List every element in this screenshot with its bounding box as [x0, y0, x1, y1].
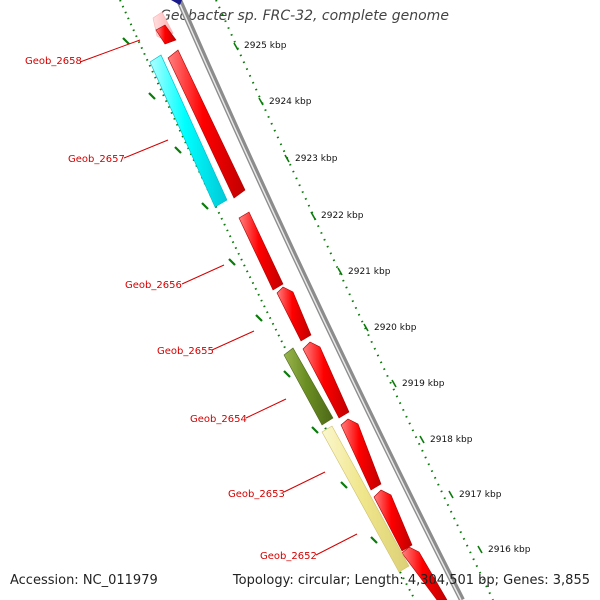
- genome-summary-text: Topology: circular; Length: 4,304,501 bp…: [232, 573, 590, 588]
- gene-olive: [283, 347, 334, 426]
- kbp-label: 2924 kbp: [269, 97, 312, 107]
- kbp-label: 2925 kbp: [244, 41, 287, 51]
- map-title: Geobacter sp. FRC-32, complete genome: [160, 8, 449, 24]
- kbp-tick: [391, 379, 397, 388]
- gene-red-long: [167, 49, 246, 199]
- kbp-label: 2922 kbp: [321, 211, 364, 221]
- kbp-tick: [233, 42, 239, 51]
- kbp-label: 2916 kbp: [488, 545, 531, 555]
- gene-red-low2: [401, 546, 448, 600]
- ruler-dash: [228, 258, 236, 266]
- gene-label-geob-2653: Geob_2653: [228, 489, 285, 500]
- kbp-label: 2918 kbp: [430, 435, 473, 445]
- top-feature-tip: [171, 0, 182, 5]
- gene-red-low1: [373, 489, 413, 552]
- gene-red-mid2: [276, 286, 312, 342]
- kbp-labels: 2925 kbp 2924 kbp 2923 kbp 2922 kbp 2921…: [244, 41, 531, 555]
- leader-line: [315, 533, 358, 556]
- leader-line: [181, 264, 225, 285]
- ruler-dash: [255, 314, 263, 322]
- reverse-genes: [149, 54, 410, 573]
- kbp-label: 2923 kbp: [295, 154, 338, 164]
- kbp-tick: [448, 490, 454, 499]
- inner-ruler-dashes: [122, 37, 378, 544]
- kbp-label: 2920 kbp: [374, 323, 417, 333]
- accession-text: Accession: NC_011979: [10, 573, 158, 588]
- ruler-dash: [122, 37, 130, 45]
- gene-label-geob-2652: Geob_2652: [260, 551, 317, 562]
- ruler-dash: [148, 92, 156, 100]
- ruler-dash: [311, 426, 319, 434]
- kbp-label: 2921 kbp: [348, 267, 391, 277]
- leader-line: [283, 471, 326, 493]
- forward-genes: [152, 11, 448, 600]
- label-leaders: [79, 39, 358, 556]
- ruler-dash: [370, 536, 378, 544]
- leader-line: [211, 330, 255, 351]
- outer-tick-ruler: [215, 0, 494, 600]
- kbp-tick: [310, 211, 316, 220]
- leader-line: [245, 398, 287, 419]
- kbp-tick: [363, 323, 369, 332]
- leader-line: [123, 139, 169, 159]
- kbp-tick: [419, 435, 425, 444]
- kbp-label: 2919 kbp: [402, 379, 445, 389]
- gene-red-mid4: [340, 418, 382, 491]
- gene-khaki: [321, 425, 410, 573]
- genome-backbone-highlight: [177, 0, 462, 600]
- kbp-tick: [284, 154, 290, 163]
- leader-line: [79, 39, 141, 63]
- gene-red-top: [155, 24, 177, 45]
- gene-label-geob-2655: Geob_2655: [157, 346, 214, 357]
- kbp-major-ticks: [233, 42, 483, 554]
- gene-label-geob-2656: Geob_2656: [125, 280, 182, 291]
- gene-labels: Geob_2658 Geob_2657 Geob_2656 Geob_2655 …: [25, 56, 317, 562]
- kbp-label: 2917 kbp: [459, 490, 502, 500]
- ruler-dash: [174, 146, 182, 154]
- genome-backbone: [176, 0, 465, 600]
- gene-label-geob-2657: Geob_2657: [68, 154, 125, 165]
- ruler-dash: [283, 370, 291, 378]
- gene-red-mid1: [238, 211, 284, 291]
- kbp-tick: [337, 267, 343, 276]
- kbp-tick: [477, 545, 483, 554]
- ruler-dash: [201, 202, 209, 210]
- kbp-tick: [258, 97, 264, 106]
- ruler-dash: [340, 481, 348, 489]
- gene-label-geob-2658: Geob_2658: [25, 56, 82, 67]
- gene-red-mid3: [302, 341, 350, 419]
- gene-cyan: [149, 54, 228, 208]
- gene-label-geob-2654: Geob_2654: [190, 414, 247, 425]
